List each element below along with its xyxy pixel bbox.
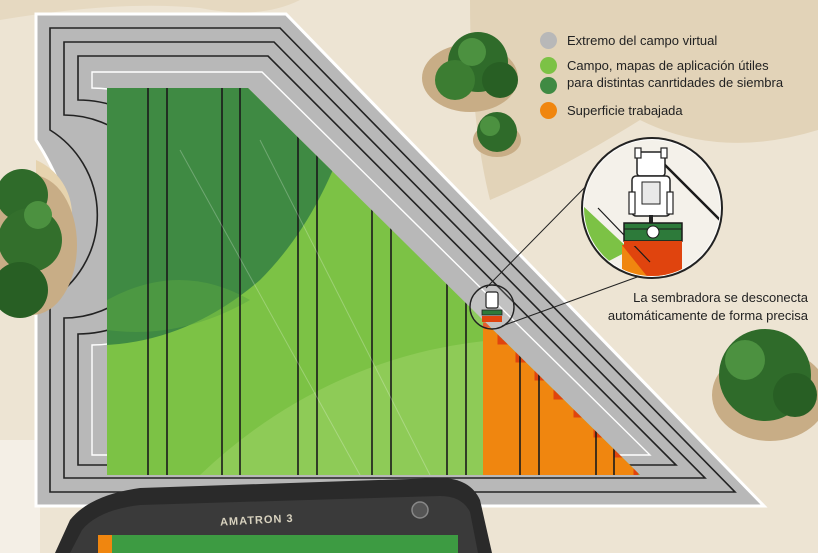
- swatch-gray: [540, 32, 557, 49]
- zoom-inset: [581, 137, 723, 279]
- swatch-dark-green: [540, 77, 557, 94]
- amatron-device: [55, 478, 492, 553]
- legend-item-worked: Superficie trabajada: [540, 102, 810, 119]
- terrain-patch: [0, 0, 300, 20]
- tree: [473, 112, 521, 157]
- tree-cluster: [0, 169, 77, 318]
- zoom-connector: [501, 275, 641, 327]
- zoom-connector: [485, 175, 597, 289]
- terrain-patch: [0, 440, 40, 553]
- tree-cluster: [422, 32, 518, 112]
- swatch-pair-green: [540, 57, 557, 94]
- callout-line2: automáticamente de forma precisa: [607, 308, 808, 323]
- section-control-callout: La sembradora se desconecta automáticame…: [608, 289, 808, 325]
- legend-label-line2: para distintas canrtidades de siembra: [567, 75, 784, 90]
- legend-item-field: Campo, mapas de aplicación útiles para d…: [540, 57, 810, 94]
- swatch-orange: [540, 102, 557, 119]
- legend-label-line1: Campo, mapas de aplicación útiles: [567, 58, 769, 73]
- device-brand-label: AMATRON 3: [220, 513, 294, 529]
- tractor-icon: [628, 147, 674, 223]
- legend: Extremo del campo virtual Campo, mapas d…: [540, 32, 810, 127]
- device-button: [411, 501, 429, 519]
- seeder-icon: [623, 222, 683, 246]
- tree: [712, 329, 818, 441]
- legend-label: Campo, mapas de aplicación útiles para d…: [567, 57, 783, 91]
- swatch-light-green: [540, 57, 557, 74]
- zone-light: [107, 280, 250, 332]
- terrain-patch: [470, 0, 818, 200]
- legend-label: Extremo del campo virtual: [567, 33, 718, 48]
- tractor-marker: [469, 284, 515, 330]
- callout-line1: La sembradora se desconecta: [633, 290, 808, 305]
- legend-label: Superficie trabajada: [567, 103, 683, 118]
- tramlines: [147, 88, 615, 475]
- legend-item-headland: Extremo del campo virtual: [540, 32, 810, 49]
